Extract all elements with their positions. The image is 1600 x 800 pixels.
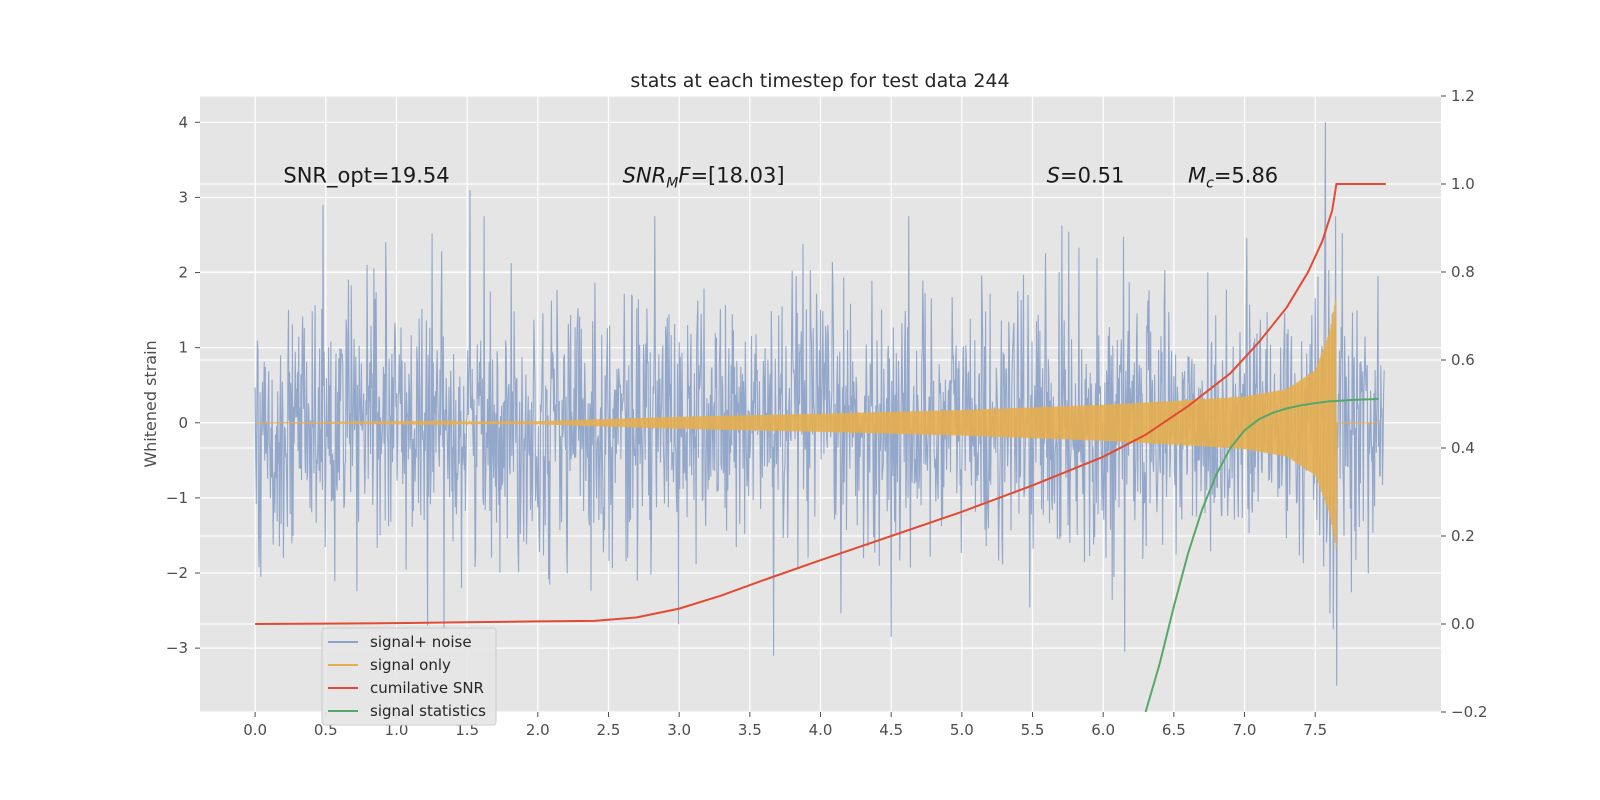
annotation-value: =5.86: [1214, 163, 1278, 187]
annotation-0: SNR_opt=19.54: [283, 163, 449, 188]
annotation-2: S=0.51: [1047, 163, 1125, 187]
cumulative-snr-line: [255, 183, 1386, 625]
annotation-value: =0.51: [1060, 163, 1124, 187]
x-tick-label: 2.5: [597, 721, 621, 739]
y-axis-label: Whitened strain: [141, 340, 160, 467]
x-tick-label: 5.5: [1021, 721, 1045, 739]
y-tick-label: 1: [178, 339, 188, 357]
annotation-symbol: SNR: [623, 163, 667, 187]
series-signal-statistics: [1144, 397, 1379, 713]
y2-tick-label: 0.0: [1451, 615, 1475, 633]
x-axis-ticks: 0.0 0.5 1.0 1.5 2.0 2.5 3.0 3.5 4.0 4.5 5.0 5.5 6.0 6…: [243, 712, 1327, 739]
series-cumulative-snr: [255, 183, 1386, 625]
legend-box: [321, 627, 497, 726]
x-tick-label: 7.0: [1233, 721, 1257, 739]
x-tick-label: 4.0: [809, 721, 833, 739]
y2-tick-label: 0.6: [1451, 351, 1475, 369]
annotation-3: Mc=5.86: [1188, 163, 1278, 191]
y-tick-label: 3: [178, 188, 188, 206]
y-tick-label: −2: [166, 564, 188, 582]
y2-tick-label: 0.4: [1451, 439, 1475, 457]
legend: signal+ noise signal only cumilative SNR si…: [321, 627, 497, 726]
annotation-symbol: M: [1188, 163, 1206, 187]
y2-axis-ticks: −0.2 0.0 0.2 0.4 0.6 0.8 1.0 1.2: [1441, 87, 1487, 721]
signal-statistics-line: [1144, 397, 1379, 713]
y-tick-label: 2: [178, 264, 188, 282]
x-tick-label: 7.5: [1303, 721, 1327, 739]
y-tick-label: −1: [166, 489, 188, 507]
annotation-1: SNRMF=[18.03]: [623, 163, 785, 191]
x-tick-label: 0.0: [243, 721, 267, 739]
annotation-subscript: M: [666, 175, 678, 191]
y2-tick-label: 1.2: [1451, 87, 1475, 105]
x-tick-label: 2.0: [526, 721, 550, 739]
x-tick-label: 6.5: [1162, 721, 1186, 739]
x-tick-label: 6.0: [1091, 721, 1115, 739]
annotation-symbol: S: [1047, 163, 1060, 187]
annotations: SNR_opt=19.54 SNRMF=[18.03] S=0.51 Mc=5.86: [283, 163, 1278, 191]
legend-label: signal statistics: [370, 702, 486, 720]
y2-tick-label: 0.8: [1451, 263, 1475, 281]
annotation-value: =[18.03]: [690, 163, 784, 187]
x-tick-label: 4.5: [879, 721, 903, 739]
y-axis-ticks: −3 −2 −1 0 1 2 3 4: [166, 113, 200, 657]
series-signal-only: [255, 299, 1380, 550]
x-tick-label: 5.0: [950, 721, 974, 739]
x-tick-label: 3.0: [667, 721, 691, 739]
annotation-subscript: c: [1206, 175, 1214, 191]
x-tick-label: 3.5: [738, 721, 762, 739]
chart-title: stats at each timestep for test data 244: [630, 70, 1009, 92]
signal-trace: [255, 299, 1380, 550]
legend-label: signal only: [370, 656, 451, 674]
legend-label: cumilative SNR: [370, 679, 484, 697]
y2-tick-label: 1.0: [1451, 175, 1475, 193]
legend-label: signal+ noise: [370, 633, 472, 651]
y-tick-label: −3: [166, 639, 188, 657]
y-tick-label: 4: [178, 113, 188, 131]
y-tick-label: 0: [178, 414, 188, 432]
y2-tick-label: −0.2: [1451, 703, 1487, 721]
y2-tick-label: 0.2: [1451, 527, 1475, 545]
annotation-value: F: [678, 163, 691, 187]
